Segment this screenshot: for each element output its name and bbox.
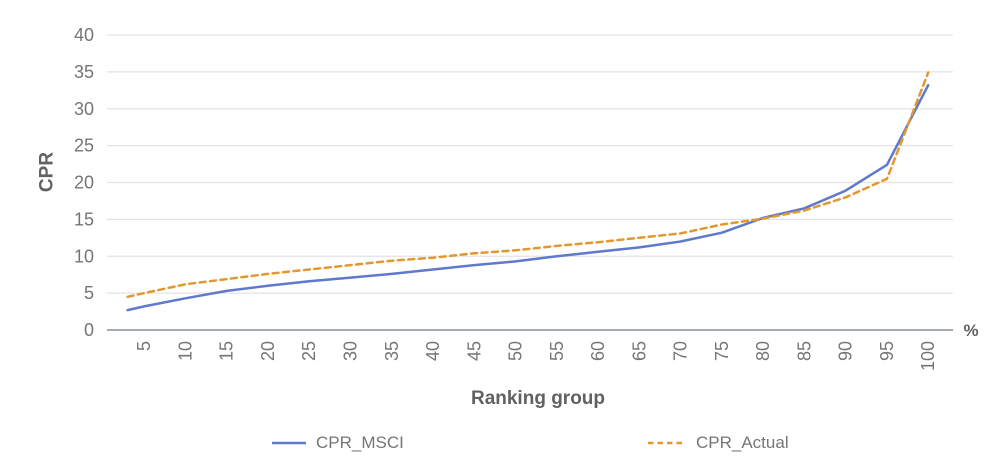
y-axis-tick-labels: 0 5 10 15 20 25 30 35 40 (74, 25, 94, 340)
y-tick-label: 15 (74, 209, 94, 229)
x-tick-label: 85 (794, 341, 814, 361)
legend-item-cpr-actual: CPR_Actual (646, 432, 789, 454)
x-tick-label: 80 (753, 341, 773, 361)
x-tick-label: 50 (506, 341, 526, 361)
x-tick-label: 25 (299, 341, 319, 361)
y-tick-label: 20 (74, 173, 94, 193)
x-tick-label: 70 (671, 341, 691, 361)
solid-line-swatch-icon (272, 441, 306, 445)
x-axis-unit-label: % (963, 321, 978, 340)
x-tick-label: 35 (382, 341, 402, 361)
x-axis-title: Ranking group (471, 388, 605, 409)
series-lines (126, 71, 930, 312)
y-axis-title: CPR (37, 152, 58, 192)
legend: CPR_MSCI CPR_Actual (0, 432, 1000, 456)
dashed-line-swatch-icon (648, 441, 686, 445)
x-tick-label: 60 (588, 341, 608, 361)
x-tick-label: 20 (258, 341, 278, 361)
x-tick-label: 65 (629, 341, 649, 361)
x-tick-label: 10 (175, 341, 195, 361)
x-axis-tick-labels: 5 10 15 20 25 30 35 40 45 50 55 60 65 70 75 80 85 90 95 100 (134, 341, 938, 371)
x-tick-label: 15 (217, 341, 237, 361)
y-tick-label: 0 (84, 320, 94, 340)
x-tick-label: 90 (836, 341, 856, 361)
y-tick-label: 35 (74, 62, 94, 82)
x-tick-label: 100 (918, 341, 938, 371)
legend-label-cpr-msci: CPR_MSCI (316, 433, 404, 452)
y-tick-label: 25 (74, 136, 94, 156)
x-tick-label: 5 (134, 341, 154, 351)
y-tick-label: 40 (74, 25, 94, 45)
x-tick-label: 30 (340, 341, 360, 361)
y-tick-label: 5 (84, 283, 94, 303)
series-line-cpr_actual (126, 71, 930, 299)
y-tick-label: 10 (74, 246, 94, 266)
series-line-cpr_msci (126, 83, 930, 312)
x-tick-label: 40 (423, 341, 443, 361)
x-tick-label: 45 (464, 341, 484, 361)
x-tick-label: 55 (547, 341, 567, 361)
x-tick-label: 75 (712, 341, 732, 361)
y-tick-label: 30 (74, 99, 94, 119)
legend-item-cpr-msci: CPR_MSCI (270, 432, 404, 454)
legend-label-cpr-actual: CPR_Actual (696, 433, 789, 452)
x-tick-label: 95 (877, 341, 897, 361)
gridlines (107, 34, 953, 331)
